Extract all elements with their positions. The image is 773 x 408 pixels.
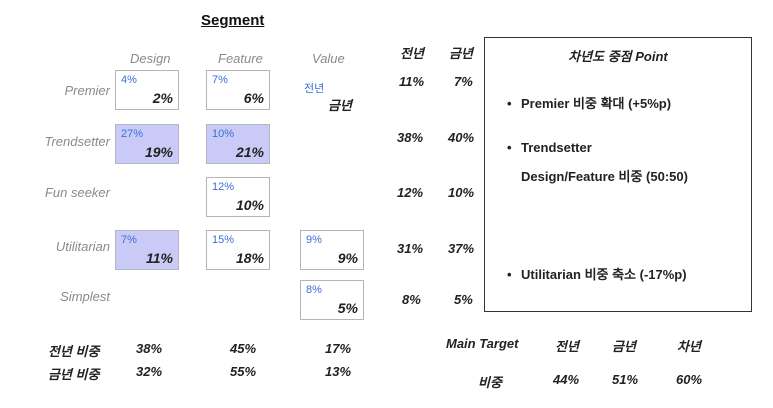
cell-prev-value: 15%	[212, 234, 235, 246]
row-label-premier: Premier	[64, 83, 110, 98]
row-label-fun-seeker: Fun seeker	[44, 185, 110, 200]
totals-prev-design: 38%	[136, 341, 163, 356]
totals-curr-value: 13%	[325, 364, 352, 379]
cell-prev-value: 4%	[121, 74, 137, 86]
main-target-header-prev: 전년	[555, 339, 579, 354]
totals-label-curr: 금년 비중	[48, 367, 100, 382]
cell-premier-design: 4% 2%	[115, 70, 179, 110]
main-target-row-label: 비중	[478, 375, 502, 390]
cell-trendsetter-feature: 10% 21%	[206, 124, 270, 164]
cell-curr-value: 19%	[144, 144, 173, 160]
bullet-text: Utilitarian 비중 축소 (-17%p)	[521, 267, 687, 282]
cell-utilitarian-design: 7% 11%	[115, 230, 179, 270]
share-prev-utilitarian: 31%	[397, 241, 424, 256]
cell-curr-value: 21%	[235, 144, 264, 160]
legend-curr-label: 금년	[328, 98, 352, 113]
totals-curr-design: 32%	[136, 364, 163, 379]
column-header-design: Design	[130, 51, 171, 66]
row-label-simplest: Simplest	[60, 289, 110, 304]
bullet-utilitarian: • Utilitarian 비중 축소 (-17%p)	[507, 264, 687, 283]
cell-curr-value: 5%	[337, 300, 358, 316]
cell-prev-value: 7%	[121, 234, 137, 246]
share-prev-premier: 11%	[399, 74, 425, 89]
totals-curr-feature: 55%	[230, 364, 257, 379]
bullet-dot-icon: •	[507, 267, 512, 282]
bullet-dot-icon: •	[507, 96, 512, 111]
cell-prev-value: 27%	[121, 128, 144, 140]
panel-title: 차년도 중점 Point	[568, 49, 668, 64]
share-prev-trendsetter: 38%	[397, 130, 424, 145]
share-curr-trendsetter: 40%	[448, 130, 475, 145]
cell-prev-value: 7%	[212, 74, 228, 86]
main-target-prev-value: 44%	[553, 372, 580, 387]
legend-prev-label: 전년	[304, 83, 325, 95]
cell-simplest-value: 8% 5%	[300, 280, 364, 320]
share-curr-premier: 7%	[454, 74, 473, 89]
bullet-premier: • Premier 비중 확대 (+5%p)	[507, 93, 671, 112]
cell-prev-value: 10%	[212, 128, 235, 140]
share-curr-utilitarian: 37%	[448, 241, 475, 256]
cell-utilitarian-feature: 15% 18%	[206, 230, 270, 270]
column-header-value: Value	[312, 51, 345, 66]
cell-curr-value: 2%	[152, 90, 173, 106]
bullet-text: Premier 비중 확대 (+5%p)	[521, 96, 672, 111]
cell-curr-value: 10%	[235, 197, 264, 213]
cell-prev-value: 9%	[306, 234, 322, 246]
main-target-label: Main Target	[446, 336, 519, 351]
bullet-text: Trendsetter	[521, 140, 592, 155]
row-label-trendsetter: Trendsetter	[44, 134, 110, 149]
bullet-trendsetter-detail: Design/Feature 비중 (50:50)	[521, 169, 688, 184]
bullet-dot-icon: •	[507, 140, 512, 155]
bullet-trendsetter: • Trendsetter	[507, 140, 592, 155]
main-target-next-value: 60%	[676, 372, 703, 387]
cell-curr-value: 11%	[146, 250, 173, 266]
totals-prev-feature: 45%	[230, 341, 257, 356]
row-label-utilitarian: Utilitarian	[55, 239, 110, 254]
share-prev-fun-seeker: 12%	[397, 185, 424, 200]
share-header-curr: 금년	[449, 46, 473, 61]
cell-fun-seeker-feature: 12% 10%	[206, 177, 270, 217]
share-curr-fun-seeker: 10%	[448, 185, 475, 200]
cell-trendsetter-design: 27% 19%	[115, 124, 179, 164]
totals-label-prev: 전년 비중	[48, 344, 100, 359]
cell-prev-value: 12%	[212, 181, 235, 193]
main-target-curr-value: 51%	[612, 372, 639, 387]
cell-premier-feature: 7% 6%	[206, 70, 270, 110]
cell-utilitarian-value: 9% 9%	[300, 230, 364, 270]
cell-curr-value: 18%	[235, 250, 264, 266]
cell-prev-value: 8%	[306, 284, 322, 296]
share-curr-simplest: 5%	[454, 292, 473, 307]
share-header-prev: 전년	[400, 46, 424, 61]
cell-curr-value: 9%	[337, 250, 358, 266]
next-year-focus-panel: 차년도 중점 Point • Premier 비중 확대 (+5%p) • Tren…	[484, 37, 752, 312]
cell-curr-value: 6%	[243, 90, 264, 106]
totals-prev-value: 17%	[325, 341, 352, 356]
main-target-header-curr: 금년	[612, 339, 636, 354]
main-target-header-next: 차년	[677, 339, 701, 354]
segment-title: Segment	[201, 12, 265, 29]
column-header-feature: Feature	[218, 51, 263, 66]
share-prev-simplest: 8%	[402, 292, 421, 307]
